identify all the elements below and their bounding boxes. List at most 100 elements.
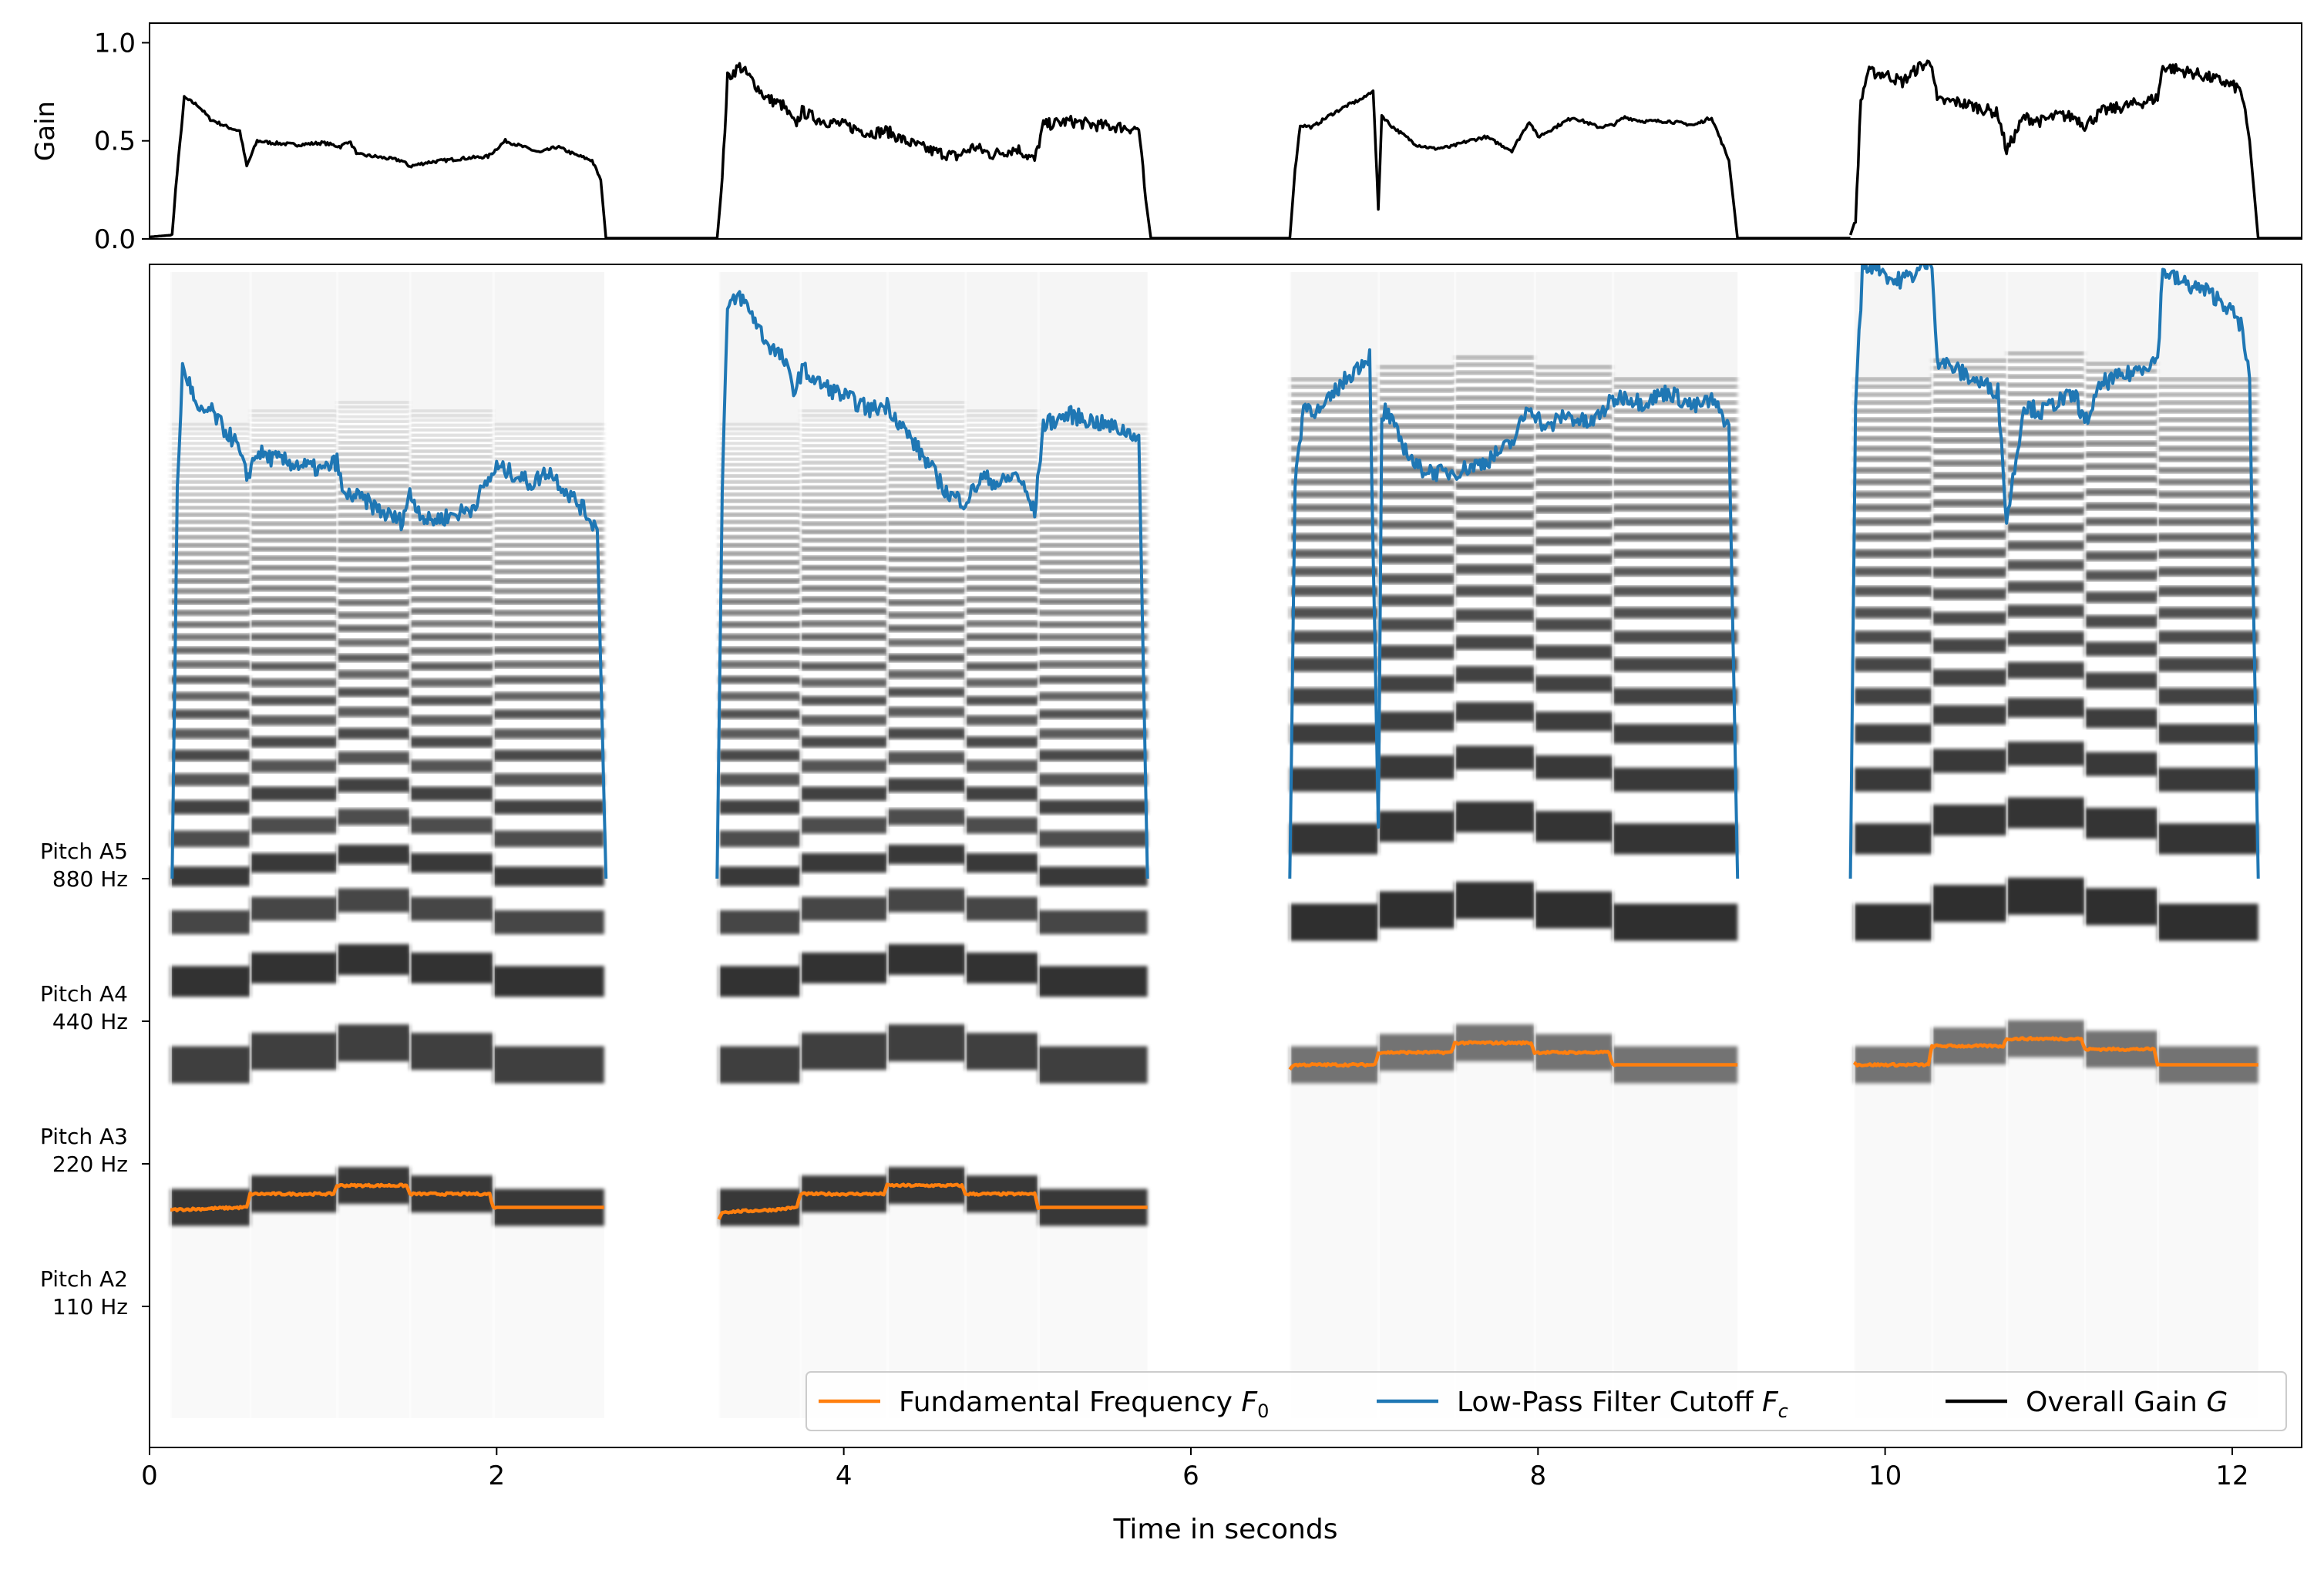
spectrogram-harmonic [250,565,338,570]
spectrogram-harmonic [409,714,493,726]
time-xtick-label: 6 [1182,1461,1199,1491]
spectrogram-harmonic [1378,365,1455,369]
spectrogram-harmonic [2158,479,2258,486]
spectrogram-harmonic [2006,452,2085,459]
spectrogram-harmonic [800,817,887,834]
spectrogram-harmonic [170,513,251,517]
spectrogram-harmonic [250,759,338,773]
spectrogram-harmonic [337,415,410,419]
spectrogram-harmonic [1378,396,1455,402]
spectrogram-harmonic [718,610,801,616]
spectrogram-haze [965,272,1038,419]
spectrogram-harmonic [886,415,966,419]
spectrogram-harmonic [337,688,410,698]
spectrogram-harmonic [800,714,887,726]
spectrogram-harmonic [1290,491,1379,498]
spectrogram-harmonic [337,587,410,594]
spectrogram-harmonic [493,486,604,490]
spectrogram-harmonic [493,457,604,461]
spectrogram-lowband [1854,1084,1932,1418]
gain-panel: 0.0 0.5 1.0 Gain [30,22,2302,255]
spectrogram-harmonic [2158,903,2258,941]
spectrogram-harmonic [886,491,966,495]
spectrogram-harmonic [337,538,410,543]
gain-ytick-label: 0.5 [94,126,136,157]
spectrogram-harmonic [1378,644,1455,660]
spectrogram-harmonic [800,585,887,591]
spectrogram-harmonic [250,647,338,655]
spectrogram-harmonic [493,452,604,456]
spectrogram-harmonic [493,432,604,435]
spectrogram-harmonic [170,543,251,548]
spectrogram-harmonic [409,433,493,437]
spectrogram-harmonic [250,662,338,671]
spectrogram-harmonic [2084,452,2158,458]
spectrogram-harmonic [1455,434,1535,440]
spectrogram-harmonic [2158,400,2258,405]
spectrogram-harmonic [493,773,604,786]
spectrogram-harmonic [1613,392,1738,397]
spectrogram-harmonic [2158,491,2258,498]
spectrogram-harmonic [409,521,493,526]
spectrogram-harmonic [1932,748,2007,773]
spectrogram-harmonic [409,678,493,688]
spectrogram-harmonic [337,446,410,450]
spectrogram-harmonic [493,866,604,886]
spectrogram-harmonic [250,633,338,640]
spectrogram-harmonic [1038,447,1148,450]
spectrogram-lowband [1613,1084,1737,1418]
spectrogram-haze [718,272,801,432]
spectrogram-harmonic [965,506,1038,511]
spectrogram-harmonic [250,423,338,427]
spectrogram-harmonic [170,535,251,540]
spectrogram-harmonic [886,430,966,434]
gain-line-segment [1848,59,2260,239]
spectrogram-harmonic [718,457,801,461]
cutoff-line-segment [1288,348,1740,879]
spectrogram-harmonic [886,477,966,481]
spectrogram-harmonic [1455,608,1535,622]
spectrogram-harmonic [1290,533,1379,542]
spectrogram-harmonic [1455,362,1535,367]
spectrogram-harmonic [886,888,966,913]
spectrogram-harmonic [2006,419,2085,425]
spectrogram-harmonic [800,486,887,489]
spectrogram-harmonic [1455,527,1535,536]
spectrogram-harmonic [2158,417,2258,422]
spectrogram-harmonic [965,409,1038,412]
spectrogram-harmonic [337,452,410,456]
spectrogram-harmonic [965,565,1038,570]
spectrogram-harmonic [170,457,251,461]
spectrogram-harmonic [170,610,251,616]
gain-ytick-label: 0.0 [94,224,136,255]
spectrogram-harmonic [1038,1046,1148,1084]
spectrogram-harmonic [1932,885,2007,923]
spectrogram-harmonic [1038,513,1148,517]
spectrogram-harmonic [1378,618,1455,631]
spectrogram-harmonic [2006,540,2085,550]
spectrogram-harmonic [1290,657,1379,672]
spectrogram-lowband [410,1213,493,1418]
spectrogram-harmonic [886,513,966,518]
spectrogram-harmonic [886,521,966,526]
spectrogram-harmonic [2084,570,2158,581]
spectrogram-harmonic [250,529,338,534]
spectrogram-harmonic [1854,392,1932,397]
spectrogram-harmonic [1455,666,1535,683]
spectrogram-harmonic [1290,479,1379,486]
spectrogram-harmonic [718,493,801,496]
spectrogram-harmonic [409,513,493,518]
spectrogram-haze [409,272,493,419]
spectrogram-harmonic [718,773,801,786]
spectrogram-harmonic [1854,417,1932,422]
spectrogram-harmonic [886,670,966,679]
spectrogram-harmonic [250,620,338,627]
spectrogram-harmonic [337,778,410,793]
spectrogram-harmonic [1534,372,1613,377]
spectrogram-harmonic [800,449,887,453]
spectrogram-harmonic [337,556,410,562]
spectrogram-harmonic [1290,607,1379,619]
pitch-ytick-freq: 110 Hz [52,1294,128,1320]
spectrogram-harmonic [800,479,887,483]
spectrogram-harmonic [1854,533,1932,542]
